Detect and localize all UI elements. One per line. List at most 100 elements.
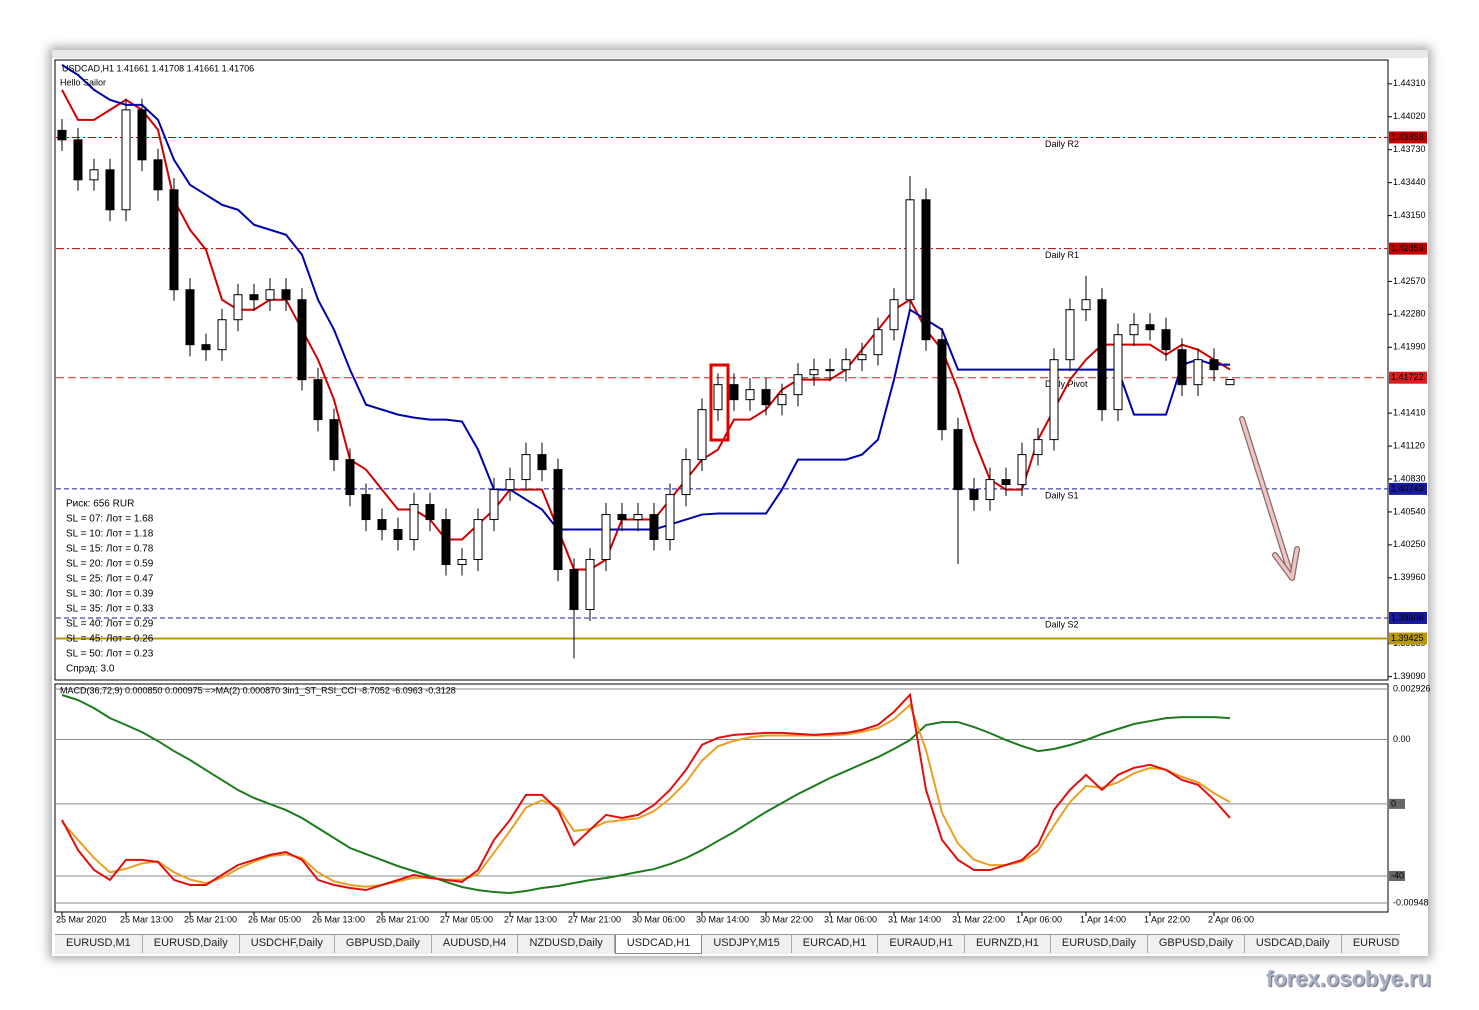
candle-body [745,389,755,401]
candle-body [681,459,691,496]
y-tick-label: 1.39960 [1393,572,1426,582]
candle-body [649,514,659,541]
candle-body [601,514,611,561]
candle-body [505,479,515,491]
candle-body [921,199,931,341]
candle-body [809,369,819,376]
candle-body [937,339,947,431]
candle-body [137,109,147,161]
tab[interactable]: EURCAD,H1 [792,935,879,953]
tab-bar: EURUSD,M1 EURUSD,Daily USDCHF,Daily GBPUSD,… [55,934,1400,954]
y-tick-label: 1.41990 [1393,342,1426,352]
x-tick-label: 26 Mar 13:00 [312,914,365,924]
candle-body [185,289,195,346]
x-tick-label: 1 Apr 22:00 [1144,914,1190,924]
tab[interactable]: NZDUSD,Daily [518,935,615,953]
risk-line: SL = 10: Лот = 1.18 [66,529,154,540]
candle-body [569,569,579,610]
candle-body [905,199,915,301]
oscillator-line [61,703,1231,888]
x-tick-label: 1 Apr 14:00 [1080,914,1126,924]
candle-body [985,479,995,501]
x-tick-label: 25 Mar 21:00 [184,914,237,924]
candle-body [425,504,435,521]
y-tick-label: -40 [1391,870,1404,880]
y-tick-label: 1.40540 [1393,506,1426,516]
tab[interactable]: EURUSD,M1 [55,935,143,953]
tab[interactable]: EURUSD,Daily [1051,935,1148,953]
y-tick-box [1389,870,1405,881]
candle-body [1225,379,1235,386]
tab[interactable]: USDJPY,M15 [702,935,792,953]
candle-body [377,519,387,531]
y2-tick-label: 0.002926 [1393,683,1431,693]
candle-body [1049,359,1059,441]
candle-body [1161,329,1171,351]
tab[interactable]: GBPUSD,Daily [1148,935,1245,953]
level-value: 1.42859 [1391,243,1424,253]
y-tick-label: 1.43150 [1393,210,1426,220]
candle-body [281,289,291,301]
risk-line: SL = 20: Лот = 0.59 [66,559,154,570]
candle-body [1081,299,1091,311]
indicator-line [61,64,1230,531]
level-value-box [1389,242,1427,255]
level-value-box [1389,482,1427,495]
tab[interactable]: AUDUSD,H4 [432,935,519,953]
candle-body [313,379,323,421]
candle-body [57,129,67,141]
sub-title: MACD(36,72,9) 0.000850 0.000975 =>MA(2) … [60,685,456,695]
tab[interactable]: USDCAD,Daily [1245,935,1342,953]
tab[interactable]: USDCAD,H1 [614,935,703,954]
tab[interactable]: EURAUD,H1 [878,935,965,953]
candle-body [1145,324,1155,331]
tab[interactable]: EURNZD,H1 [965,935,1051,953]
level-name: Daily S2 [1045,619,1079,629]
x-tick-label: 27 Mar 05:00 [440,914,493,924]
risk-line: SL = 45: Лот = 0.26 [66,634,154,645]
main-plot [54,59,1389,681]
candle-body [617,514,627,521]
candle-body [169,189,179,291]
y-tick-label: 0 [1391,798,1396,808]
y-tick-label: 1.41410 [1393,408,1426,418]
x-tick-label: 25 Mar 13:00 [120,914,173,924]
candle-body [953,429,963,491]
candle-body [873,329,883,356]
candle-body [153,159,163,191]
tab[interactable]: GBPUSD,Daily [335,935,432,953]
level-value: 1.43838 [1391,132,1424,142]
tab[interactable]: USDCHF,Daily [240,935,335,953]
oscillator-line [61,692,1231,892]
sub-plot [54,683,1389,913]
risk-line: SL = 35: Лот = 0.33 [66,604,154,615]
candle-body [457,559,467,566]
risk-line: Риск: 656 RUR [66,499,134,510]
tab[interactable]: EURUSD,Daily [143,935,240,953]
candle-body [329,419,339,461]
y-tick-label: 1.40250 [1393,539,1426,549]
candle-body [537,454,547,471]
x-tick-label: 26 Mar 05:00 [248,914,301,924]
candle-body [393,529,403,541]
level-value-box [1389,131,1427,144]
x-tick-label: 30 Mar 22:00 [760,914,813,924]
candle-body [841,359,851,371]
candle-body [265,289,275,301]
x-tick-label: 26 Mar 21:00 [376,914,429,924]
candle-body [857,354,867,361]
risk-line: SL = 15: Лот = 0.78 [66,544,154,555]
candle-body [889,299,899,331]
y-tick-label: 1.43440 [1393,177,1426,187]
level-value-box [1389,632,1427,645]
candle-body [489,489,499,521]
x-tick-label: 25 Mar 2020 [56,914,107,924]
y-tick-label: 1.42280 [1393,309,1426,319]
x-tick-label: 31 Mar 06:00 [824,914,877,924]
x-tick-label: 27 Mar 13:00 [504,914,557,924]
risk-line: SL = 30: Лот = 0.39 [66,589,154,600]
tab[interactable]: EURUSD,H [1342,935,1400,953]
risk-line: SL = 50: Лот = 0.23 [66,649,154,660]
